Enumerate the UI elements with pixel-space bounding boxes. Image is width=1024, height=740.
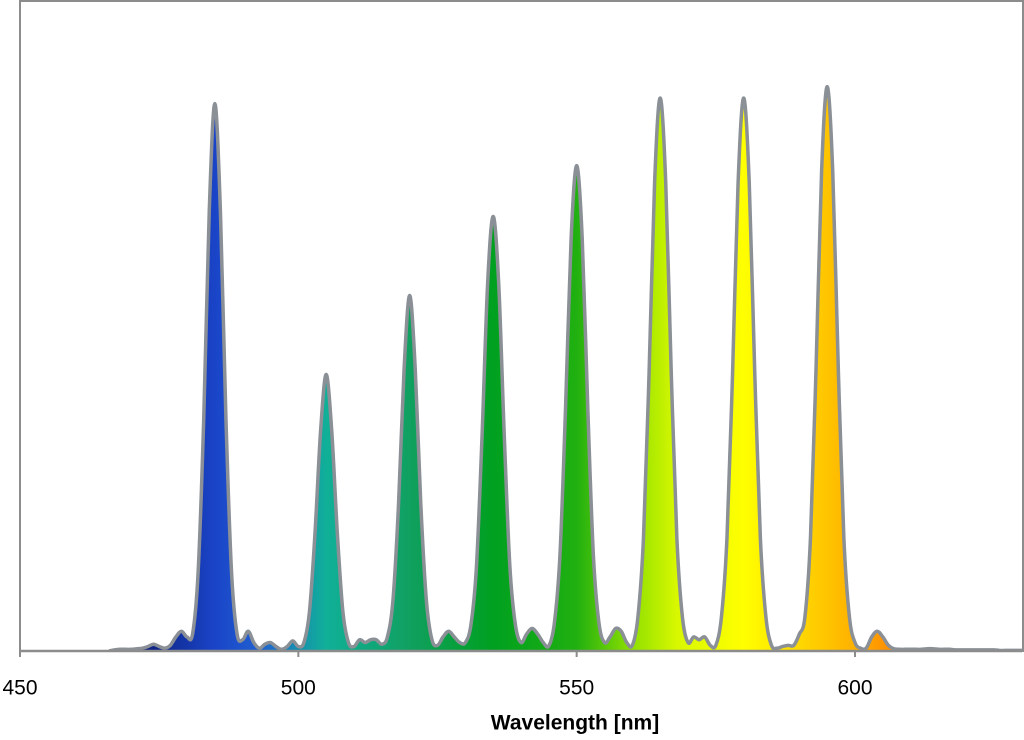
spectrum-line [108,84,1022,651]
x-tick-label: 550 [559,677,594,700]
spectrum-area [109,86,1022,651]
x-tick-label: 450 [2,677,37,700]
spectrum [108,84,1022,651]
x-tick-label: 600 [837,677,872,700]
x-tick-label: 500 [281,677,316,700]
x-axis-label: Wavelength [nm] [491,712,659,735]
plot-frame [19,0,1024,652]
